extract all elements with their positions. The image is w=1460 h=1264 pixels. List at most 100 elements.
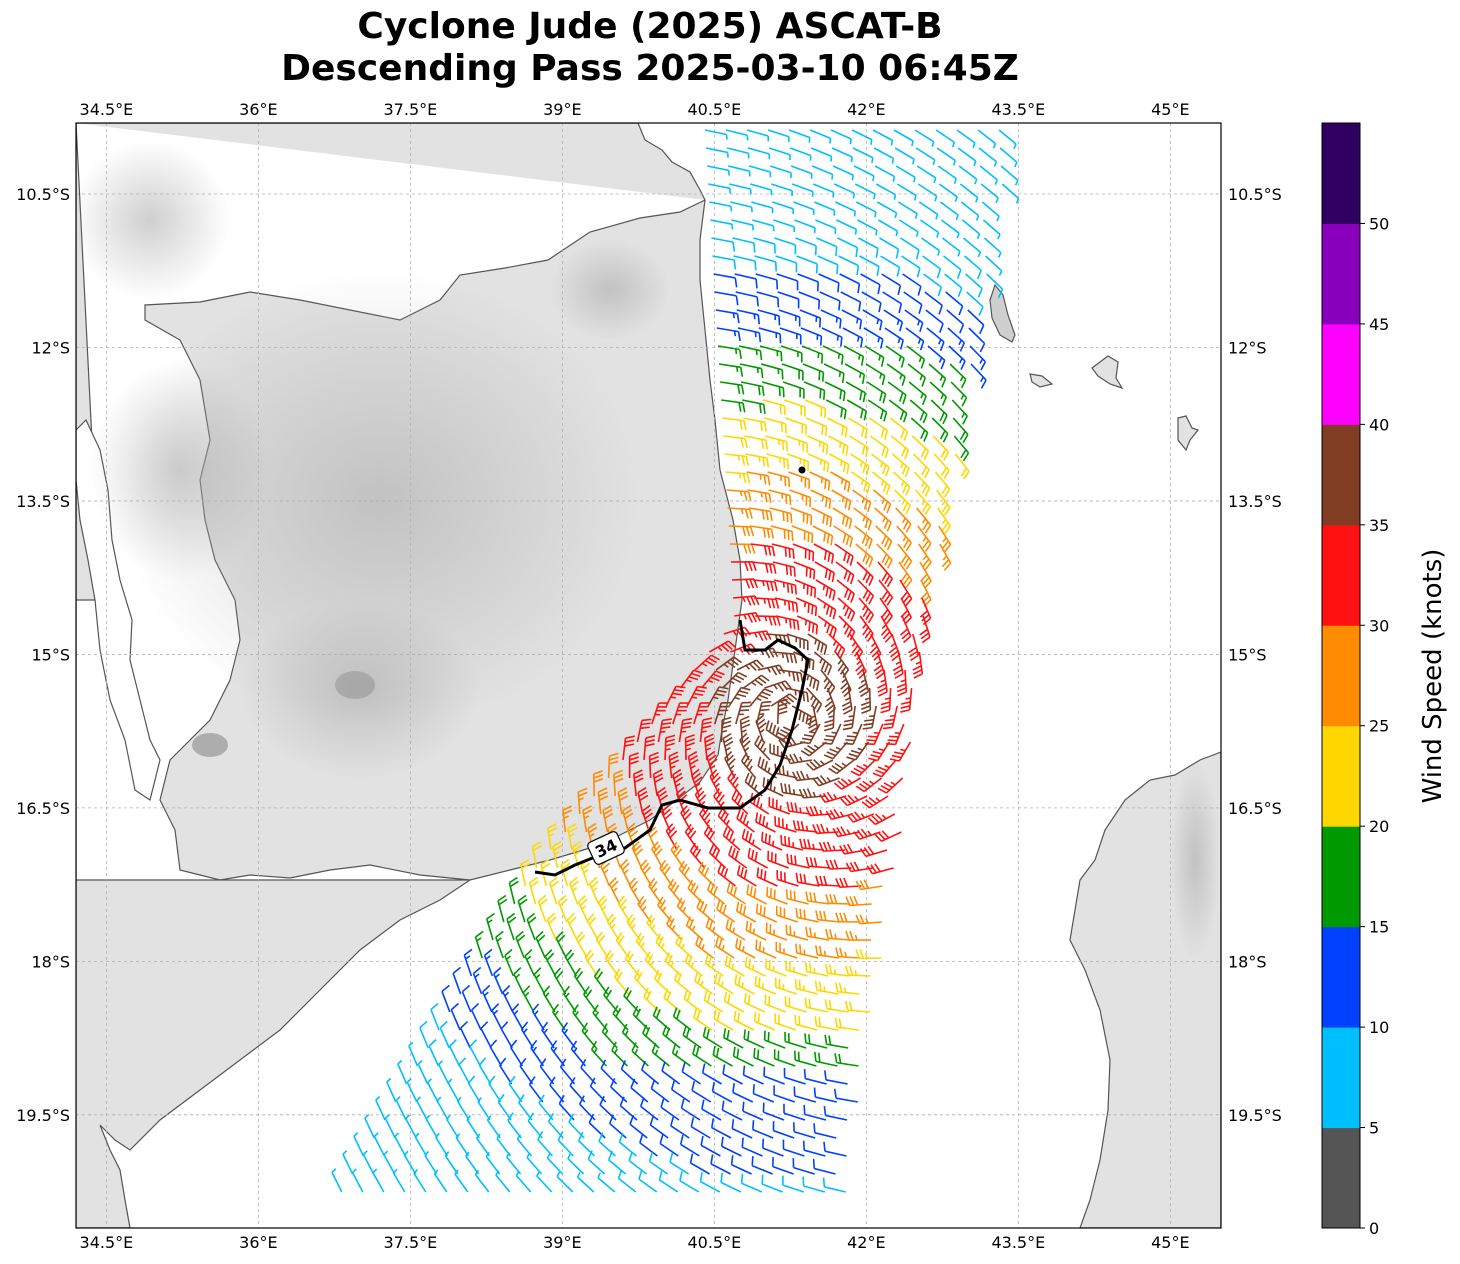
wind-barb xyxy=(835,561,855,585)
wind-barb xyxy=(819,291,841,311)
map-title: Cyclone Jude (2025) ASCAT-B Descending P… xyxy=(0,6,1300,90)
wind-barb xyxy=(790,165,813,179)
colorbar-tick-7: 35 xyxy=(1369,516,1389,535)
wind-barb xyxy=(664,734,676,761)
wind-barb xyxy=(875,183,897,200)
wind-barb xyxy=(844,1000,870,1013)
colorbar-segment-5 xyxy=(1322,625,1360,727)
wind-barb xyxy=(461,984,472,1013)
wind-barb xyxy=(666,915,683,941)
wind-barb xyxy=(936,147,956,166)
wind-barb xyxy=(791,183,814,197)
wind-barb xyxy=(693,702,710,725)
wind-barb xyxy=(397,1059,408,1085)
wind-barb xyxy=(528,876,539,905)
wind-barb xyxy=(939,201,959,221)
wind-barb xyxy=(930,399,948,425)
wind-barb xyxy=(736,865,757,887)
land-mozambique-south xyxy=(76,123,472,1228)
wind-barb xyxy=(436,1096,449,1121)
wind-barb xyxy=(511,1003,524,1031)
wind-barb xyxy=(526,1152,543,1175)
wind-barb xyxy=(862,309,883,331)
wind-barb xyxy=(722,671,748,689)
wind-barb xyxy=(575,931,588,959)
wind-barb xyxy=(577,787,588,815)
wind-barb xyxy=(631,1042,649,1067)
wind-barb xyxy=(775,941,798,959)
wind-barb xyxy=(617,787,629,815)
wind-barb xyxy=(795,907,819,923)
wind-barb xyxy=(395,1096,407,1121)
lake-malawi xyxy=(76,418,161,801)
lat-tick-left-4: 16.5°S xyxy=(16,799,70,818)
wind-barb xyxy=(888,633,901,662)
wind-barb xyxy=(793,561,816,580)
wind-barb xyxy=(954,453,970,480)
wind-barb xyxy=(472,966,483,995)
lat-tick-right-6: 19.5°S xyxy=(1228,1106,1282,1125)
wind-barb xyxy=(762,1102,785,1121)
wind-barb xyxy=(435,1132,449,1157)
wind-barb xyxy=(772,201,795,215)
wind-barb xyxy=(639,1097,659,1121)
wind-barb xyxy=(841,687,853,715)
wind-barb xyxy=(865,363,886,386)
wind-barb xyxy=(855,914,882,925)
lon-tick-bottom-5: 42°E xyxy=(847,1233,885,1252)
wind-barb xyxy=(515,930,526,959)
wind-barb xyxy=(739,363,764,379)
wind-barb xyxy=(785,924,809,941)
wind-barb xyxy=(742,1065,764,1085)
wind-barb xyxy=(765,922,788,941)
wind-barb xyxy=(712,1045,733,1067)
wind-barb xyxy=(853,165,875,182)
wind-barb xyxy=(714,291,739,306)
wind-barb xyxy=(650,1079,670,1103)
wind-barb xyxy=(905,327,925,351)
wind-barb xyxy=(711,237,736,252)
wind-barb xyxy=(807,633,828,655)
wind-barb xyxy=(804,997,828,1013)
wind-barb xyxy=(753,1048,775,1067)
wind-barb xyxy=(731,1119,753,1139)
wind-barb xyxy=(799,669,820,691)
wind-barb xyxy=(726,489,752,502)
wind-barb xyxy=(592,770,604,797)
wind-barb xyxy=(606,913,620,941)
wind-barb xyxy=(855,949,882,960)
wind-barb xyxy=(779,327,802,345)
wind-barb xyxy=(801,345,824,364)
colorbar-segment-3 xyxy=(1322,826,1360,928)
wind-barb xyxy=(877,669,888,697)
wind-barb xyxy=(364,1114,375,1139)
wind-barb xyxy=(818,841,846,852)
wind-barb xyxy=(573,967,588,995)
wind-barb xyxy=(805,891,830,905)
wind-barb xyxy=(755,273,779,290)
wind-barb xyxy=(946,309,965,334)
wind-barb xyxy=(689,1153,711,1175)
wind-barb xyxy=(880,687,892,714)
wind-barb xyxy=(855,201,877,218)
wind-barb xyxy=(783,1103,806,1121)
wind-barb xyxy=(857,219,878,236)
wind-barb xyxy=(941,237,961,257)
wind-barb xyxy=(678,717,693,743)
wind-barb xyxy=(829,453,850,474)
wind-barb xyxy=(832,165,854,181)
wind-barb xyxy=(786,853,810,869)
wind-barb xyxy=(699,717,713,743)
wind-barb xyxy=(619,1096,638,1121)
wind-barb xyxy=(805,417,828,437)
wind-barb xyxy=(752,1084,775,1103)
wind-barb xyxy=(722,417,747,431)
wind-barb xyxy=(774,977,797,995)
wind-barb xyxy=(716,327,741,342)
wind-barb xyxy=(582,805,593,833)
wind-barb xyxy=(454,1169,469,1193)
wind-barb xyxy=(917,525,932,552)
colorbar-label: Wind Speed (knots) xyxy=(1418,548,1448,804)
wind-barb xyxy=(520,1021,534,1049)
wind-barb xyxy=(474,1169,490,1193)
